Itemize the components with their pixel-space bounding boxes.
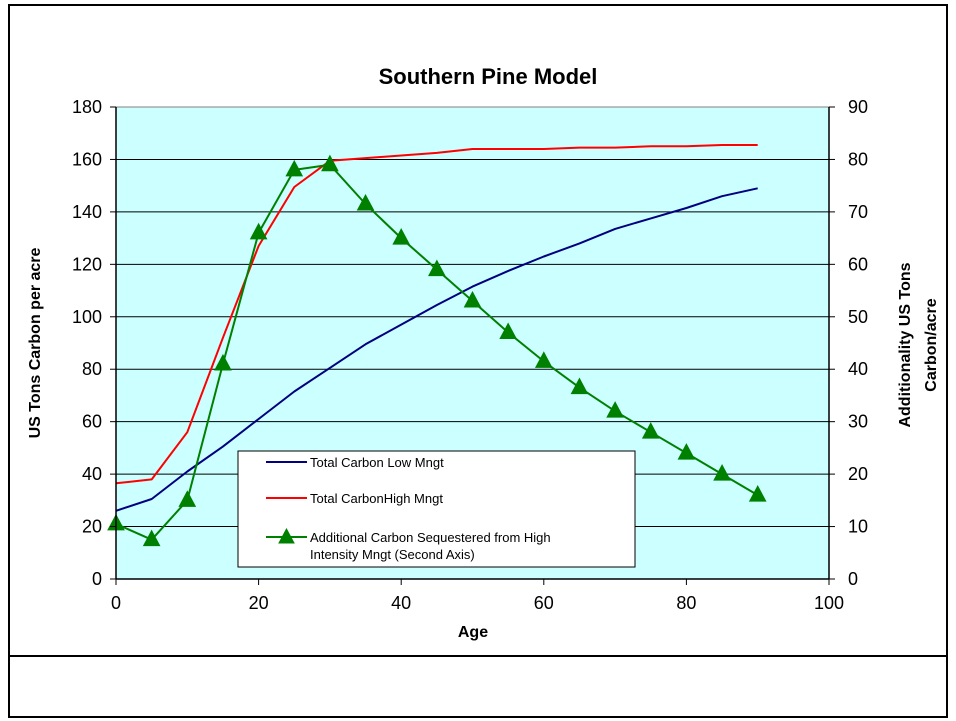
legend-marker-triangle [278,527,295,544]
y-tick-label-left: 160 [72,149,102,169]
y-tick-label-left: 60 [82,412,102,432]
series-2-point [606,401,624,418]
chart-title: Southern Pine Model [379,64,598,89]
y-tick-label-right: 80 [848,149,868,169]
legend-label-additional-line2: Intensity Mngt (Second Axis) [310,547,475,562]
y-tick-label-left: 0 [92,569,102,589]
y-tick-label-right: 40 [848,359,868,379]
y-tick-label-left: 20 [82,517,102,537]
y-tick-label-right: 20 [848,464,868,484]
series-2-point [142,529,161,547]
x-axis-title: Age [458,624,488,641]
y-tick-label-right: 0 [848,569,858,589]
x-tick-label: 20 [249,593,269,613]
x-tick-label: 60 [534,593,554,613]
series-2-point [178,490,197,507]
legend: Total Carbon Low Mngt Total CarbonHigh M… [237,450,636,568]
y-axis-title-right-line1: Additionality US Tons [897,262,914,427]
series-line-1 [115,144,758,485]
y-tick-label-left: 100 [72,307,102,327]
y-tick-label-right: 30 [848,412,868,432]
y-tick-label-right: 70 [848,202,868,222]
series-2-point [570,377,589,395]
series-2-point [534,351,553,368]
series-2-point [677,443,696,460]
series-2-point [392,228,411,245]
series-2-point [356,193,375,211]
y-tick-label-right: 50 [848,307,868,327]
y-tick-label-left: 140 [72,202,102,222]
legend-box [237,450,636,568]
x-tick-label: 100 [814,593,844,613]
y-tick-label-left: 180 [72,97,102,117]
legend-label-additional-line1: Additional Carbon Sequestered from High [310,530,551,545]
y-axis-title-left: US Tons Carbon per acre [27,247,44,438]
series-2-point [321,154,339,172]
series-2-point [214,353,232,371]
series-2-point [463,290,482,308]
series-2-point [285,159,304,177]
y-tick-label-left: 40 [82,464,102,484]
x-tick-label: 80 [676,593,696,613]
chart-frame [8,4,948,718]
tick-group: 0 20 40 60 80 100 120 140 160 180 0 10 20 30 40 50 60 70 8… [72,97,868,613]
y-tick-label-right: 10 [848,517,868,537]
series-2-point [428,259,446,277]
series-2-point [499,322,517,340]
legend-label-high: Total CarbonHigh Mngt [310,491,443,506]
x-tick-label: 0 [111,593,121,613]
x-tick-label: 40 [391,593,411,613]
y-tick-label-left: 120 [72,254,102,274]
series-2-point [748,485,767,502]
series-2-point [641,422,660,439]
y-tick-label-left: 80 [82,359,102,379]
series-line-0 [115,187,758,512]
y-axis-title-right-line2: Carbon/acre [923,298,940,391]
frame-divider [8,655,948,657]
y-tick-label-right: 90 [848,97,868,117]
series-2-point [249,222,268,240]
y-tick-label-right: 60 [848,254,868,274]
legend-label-low: Total Carbon Low Mngt [310,455,444,470]
series-2-point [713,464,731,481]
